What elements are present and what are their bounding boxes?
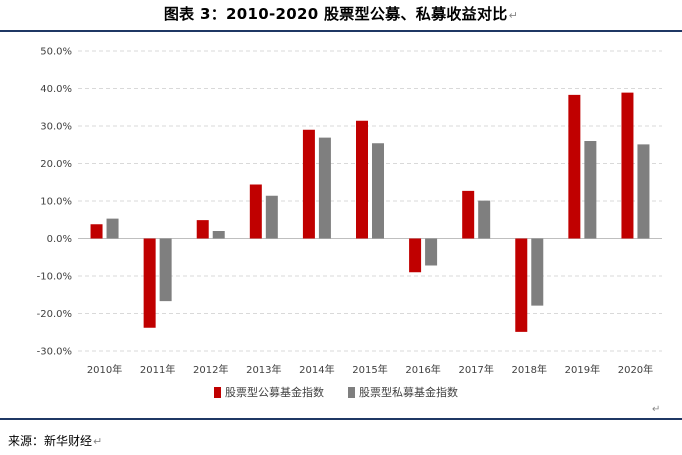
bar-public-fund: [462, 190, 475, 239]
y-tick-label: 0.0%: [47, 234, 72, 245]
legend: 股票型公募基金指数 股票型私募基金指数: [214, 385, 458, 399]
chart-title: 图表 3：2010-2020 股票型公募、私募收益对比↵: [0, 3, 682, 24]
bar-private-fund: [637, 144, 650, 239]
x-tick-label: 2016年: [405, 363, 440, 376]
source-note: 来源：新华财经↵: [8, 432, 102, 449]
legend-private-label: 股票型私募基金指数: [359, 385, 458, 399]
x-tick-label: 2011年: [140, 363, 175, 376]
y-axis-ticks: -30.0% -20.0% -10.0% 0.0% 10.0% 20.0% 30.0% 40.…: [37, 47, 72, 358]
title-paragraph-mark: ↵: [508, 9, 519, 22]
bars: [90, 92, 650, 332]
bar-public-fund: [356, 120, 368, 239]
y-tick-label: 20.0%: [40, 159, 72, 170]
grid-lines: [78, 50, 662, 352]
title-bar: [0, 0, 682, 32]
bar-private-fund: [478, 200, 491, 239]
y-tick-label: 40.0%: [40, 84, 72, 95]
x-tick-label: 2015年: [352, 363, 387, 376]
bar-private-fund: [265, 195, 278, 239]
bar-public-fund: [568, 94, 581, 239]
x-tick-label: 2017年: [458, 363, 493, 376]
bar-public-fund: [302, 129, 315, 239]
y-tick-label: -20.0%: [37, 309, 72, 320]
x-tick-label: 2010年: [87, 363, 122, 376]
y-tick-label: 30.0%: [40, 122, 72, 133]
y-tick-label: -30.0%: [37, 347, 72, 358]
y-tick-label: 10.0%: [40, 197, 72, 208]
bar-public-fund: [90, 224, 103, 239]
chart-title-text: 图表 3：2010-2020 股票型公募、私募收益对比: [163, 5, 508, 23]
bar-private-fund: [212, 231, 225, 239]
bar-public-fund: [196, 220, 209, 239]
bar-private-fund: [425, 238, 438, 266]
x-tick-label: 2014年: [299, 363, 334, 376]
source-paragraph-mark: ↵: [93, 435, 103, 448]
bar-public-fund: [621, 92, 634, 239]
bar-private-fund: [372, 143, 384, 239]
bar-public-fund: [249, 184, 262, 239]
bar-public-fund: [409, 238, 422, 273]
bar-public-fund: [515, 238, 528, 332]
source-text: 来源：新华财经: [8, 434, 93, 448]
corner-paragraph-mark: ↵: [652, 404, 661, 415]
y-tick-label: -10.0%: [37, 272, 72, 283]
bar-private-fund: [106, 218, 119, 239]
x-axis-ticks: 2010年 2011年 2012年 2013年 2014年 2015年 2016年 2017年…: [87, 363, 653, 376]
bar-private-fund: [531, 238, 544, 306]
legend-private-swatch: [348, 387, 355, 398]
x-tick-label: 2020年: [618, 363, 653, 376]
legend-public-label: 股票型公募基金指数: [225, 385, 324, 399]
x-tick-label: 2013年: [246, 363, 281, 376]
source-divider: [0, 418, 682, 421]
x-tick-label: 2012年: [193, 363, 228, 376]
bar-private-fund: [318, 137, 331, 239]
bar-private-fund: [584, 141, 597, 239]
bar-public-fund: [143, 238, 156, 328]
bar-private-fund: [159, 238, 172, 302]
x-tick-label: 2019年: [565, 363, 600, 376]
x-tick-label: 2018年: [512, 363, 547, 376]
y-tick-label: 50.0%: [40, 47, 72, 58]
bar-chart: -30.0% -20.0% -10.0% 0.0% 10.0% 20.0% 30.0% 40.…: [37, 47, 662, 399]
legend-public-swatch: [214, 387, 221, 398]
